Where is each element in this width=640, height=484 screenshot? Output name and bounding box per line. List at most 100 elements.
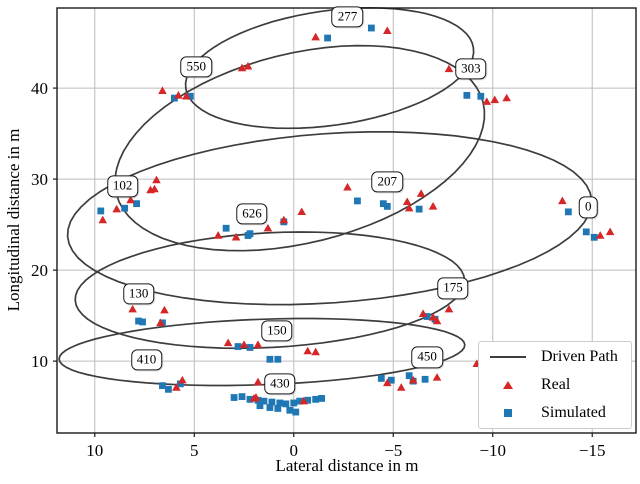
simulated-point xyxy=(121,204,129,212)
legend-entry: Driven Path xyxy=(487,349,625,365)
simulated-point xyxy=(379,200,387,208)
real-point xyxy=(382,378,392,387)
simulated-point xyxy=(367,24,375,32)
waypoint-label: 150 xyxy=(261,320,293,342)
x-tick-label: 10 xyxy=(86,441,103,460)
x-tick-label: −5 xyxy=(384,441,402,460)
simulated-point xyxy=(246,230,254,238)
real-point xyxy=(299,396,309,405)
real-point xyxy=(502,93,511,102)
simulated-point xyxy=(135,317,142,325)
real-point xyxy=(416,189,426,197)
legend-entry-label: Driven Path xyxy=(541,348,618,365)
real-point xyxy=(223,338,233,347)
simulated-point xyxy=(246,344,254,351)
simulated-point xyxy=(415,205,423,213)
real-point xyxy=(263,223,273,232)
driven-path-loop xyxy=(184,6,475,130)
simulated-point xyxy=(292,408,300,416)
simulated-point xyxy=(222,224,230,232)
simulated-point xyxy=(387,376,395,384)
real-point xyxy=(172,383,181,391)
simulated-point xyxy=(133,200,140,208)
simulated-point xyxy=(383,202,391,210)
real-point xyxy=(482,97,492,105)
y-tick-label: 20 xyxy=(31,261,48,280)
simulated-point xyxy=(274,355,282,363)
y-tick-label: 40 xyxy=(31,79,48,98)
simulated-point xyxy=(282,400,290,408)
simulated-point xyxy=(564,208,572,216)
real-point xyxy=(303,346,313,355)
simulated-point xyxy=(377,374,385,382)
simulated-point xyxy=(590,233,598,241)
real-point xyxy=(253,340,263,348)
real-point xyxy=(112,204,121,213)
real-point xyxy=(158,86,167,95)
x-tick-label: 5 xyxy=(190,441,199,460)
x-axis-label: Lateral distance in m xyxy=(275,456,419,475)
simulated-point xyxy=(274,405,282,412)
simulated-point xyxy=(286,406,294,414)
real-point xyxy=(595,231,605,239)
simulated-point xyxy=(176,380,184,388)
legend-entry: Real xyxy=(487,377,625,393)
legend-entry-label: Simulated xyxy=(541,404,606,421)
real-point xyxy=(418,309,428,317)
real-point xyxy=(253,377,263,386)
simulated-point xyxy=(276,399,284,407)
real-point xyxy=(128,304,137,313)
real-point xyxy=(178,375,187,384)
simulated-point xyxy=(324,34,331,42)
simulated-point xyxy=(266,355,274,363)
driven-path-loop xyxy=(58,317,466,387)
legend-entry: Simulated xyxy=(487,405,625,421)
simulated-point xyxy=(159,382,166,390)
waypoint-label: 277 xyxy=(331,6,364,28)
real-point xyxy=(558,196,567,205)
simulated-point xyxy=(256,402,264,410)
waypoint-label: 450 xyxy=(411,346,443,369)
real-point xyxy=(343,182,352,191)
real-point xyxy=(174,90,183,99)
simulated-point xyxy=(238,393,246,400)
real-point xyxy=(231,232,241,241)
waypoint-label: 0 xyxy=(578,196,598,218)
real-point xyxy=(396,383,406,391)
simulated-point xyxy=(246,395,254,403)
real-point xyxy=(297,207,307,216)
real-point xyxy=(404,203,414,212)
real-point xyxy=(126,195,135,204)
real-point xyxy=(432,373,442,381)
legend-entry-label: Real xyxy=(541,376,571,393)
driven-path-loop xyxy=(66,131,593,306)
simulated-point xyxy=(260,397,268,405)
real-point xyxy=(432,316,442,325)
real-point xyxy=(239,340,249,348)
real-point xyxy=(311,347,320,356)
simulated-point xyxy=(97,207,105,215)
simulated-point xyxy=(290,399,298,407)
real-point xyxy=(382,26,392,34)
real-point xyxy=(213,231,223,239)
real-point xyxy=(160,305,169,314)
simulated-point xyxy=(266,404,274,411)
simulated-point xyxy=(268,398,276,406)
x-tick-label: 0 xyxy=(290,441,299,460)
simulated-point xyxy=(582,228,590,236)
real-point xyxy=(98,215,108,224)
real-point xyxy=(152,175,161,184)
simulated-point xyxy=(354,197,361,205)
simulated-point xyxy=(296,397,304,405)
real-point xyxy=(279,215,289,224)
y-tick-label: 10 xyxy=(31,352,48,371)
real-triangle-icon xyxy=(487,381,529,389)
simulated-square-icon xyxy=(487,409,529,417)
waypoint-label: 303 xyxy=(455,58,487,80)
driven-path-line-icon xyxy=(487,356,529,358)
waypoint-label: 207 xyxy=(371,171,404,193)
legend: Driven Path Real Simulated xyxy=(478,341,632,429)
real-point xyxy=(150,184,159,193)
